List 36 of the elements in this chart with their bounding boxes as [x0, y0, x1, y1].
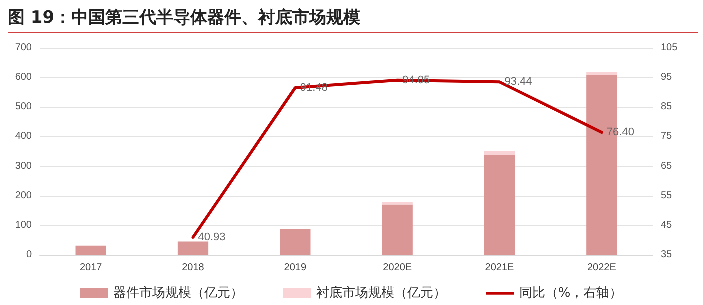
y-tick-label: 700	[15, 42, 32, 54]
data-label: 40.93	[198, 231, 226, 244]
y-tick-label: 200	[15, 190, 32, 202]
y2-tick-label: 65	[661, 160, 673, 172]
y-tick-label: 500	[15, 102, 32, 113]
x-tick-label: 2022E	[587, 262, 617, 274]
y2-tick-label: 105	[661, 42, 678, 54]
y2-tick-label: 45	[661, 220, 673, 231]
y2-tick-label: 85	[661, 102, 673, 113]
y2-tick-label: 95	[661, 72, 673, 84]
x-tick-label: 2021E	[485, 262, 515, 274]
bar	[484, 151, 516, 156]
y-tick-label: 300	[15, 160, 32, 172]
x-tick-label: 2018	[182, 262, 205, 274]
y-tick-label: 400	[15, 131, 32, 142]
y-tick-label: 0	[26, 250, 32, 260]
y2-tick-label: 55	[661, 190, 673, 202]
legend-label: 同比（%，右轴）	[519, 286, 623, 301]
legend-label: 衬底市场规模（亿元）	[316, 286, 446, 301]
bar	[586, 72, 618, 76]
y-tick-label: 100	[15, 220, 32, 231]
y2-tick-label: 75	[661, 131, 673, 142]
chart-title: 图 19：中国第三代半导体器件、衬底市场规模	[8, 7, 361, 29]
data-label: 93.44	[504, 76, 532, 88]
y-tick-label: 600	[15, 72, 32, 84]
legend-label: 器件市场规模（亿元）	[113, 286, 244, 301]
bar	[178, 242, 209, 255]
bar	[76, 246, 106, 255]
bar	[484, 155, 516, 255]
x-tick-label: 2020E	[383, 262, 412, 274]
bar	[382, 204, 413, 255]
x-tick-label: 2019	[284, 262, 307, 274]
data-label: 94.05	[402, 74, 430, 86]
y2-tick-label: 35	[661, 250, 673, 260]
bar	[280, 228, 311, 255]
x-tick-label: 2017	[80, 262, 103, 274]
